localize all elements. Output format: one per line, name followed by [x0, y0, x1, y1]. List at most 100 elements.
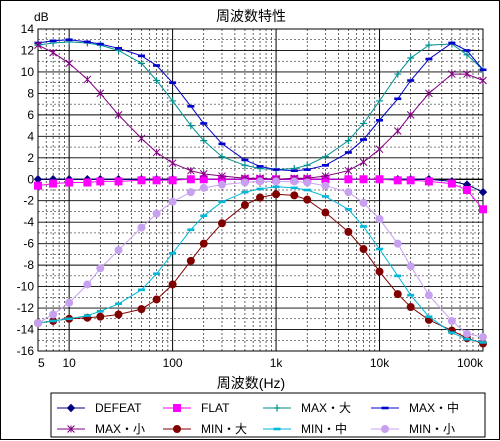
data-point — [34, 41, 42, 49]
data-point — [463, 49, 471, 52]
data-point — [137, 288, 145, 292]
legend-swatch-marker — [381, 406, 389, 410]
chart-title: 周波数特性 — [216, 8, 286, 24]
data-point — [407, 293, 415, 297]
legend-box — [50, 392, 486, 438]
data-point — [393, 127, 402, 135]
data-point — [376, 247, 384, 251]
data-point — [359, 245, 368, 254]
data-point — [200, 214, 208, 218]
legend-swatch-marker — [173, 425, 181, 433]
data-point — [168, 197, 177, 206]
data-point — [344, 151, 352, 154]
y-axis-label: dB — [34, 10, 49, 24]
y-tick-label: -4 — [23, 215, 34, 229]
data-point — [344, 175, 353, 184]
data-point — [96, 309, 104, 313]
data-point — [462, 329, 471, 338]
data-point — [96, 312, 105, 321]
data-point — [321, 164, 329, 167]
data-point — [462, 186, 471, 194]
data-point — [376, 97, 384, 105]
data-point — [218, 200, 226, 204]
data-point — [187, 104, 195, 108]
legend-item: MAX・大 — [263, 401, 351, 415]
legend-label: MIN・中 — [301, 421, 347, 436]
legend-swatch-marker — [381, 425, 389, 433]
data-point — [218, 172, 226, 180]
data-point — [393, 290, 402, 299]
data-point — [152, 148, 161, 157]
data-point — [290, 186, 298, 190]
data-point — [321, 181, 330, 190]
data-point — [114, 310, 123, 319]
data-point — [199, 239, 208, 248]
data-point — [83, 40, 91, 44]
data-point — [240, 178, 249, 187]
data-point — [218, 142, 226, 146]
data-point — [479, 68, 487, 72]
legend: DEFEAT FLAT MAX・大 MAX・中 MAX・小 MIN・大 MIN・中 MIN・小 — [50, 392, 486, 438]
data-point — [272, 190, 281, 199]
data-point — [49, 179, 58, 188]
data-point — [376, 118, 384, 122]
legend-item: MAX・中 — [371, 400, 459, 415]
data-point — [479, 341, 487, 344]
y-tick-label: 14 — [21, 22, 35, 36]
legend-item: MIN・小 — [371, 422, 455, 436]
y-tick-label: 2 — [27, 151, 34, 165]
data-point — [360, 138, 368, 141]
y-tick-label: -2 — [23, 194, 34, 208]
data-point — [49, 319, 57, 323]
data-point — [241, 158, 249, 162]
y-tick-label: 4 — [27, 129, 34, 143]
legend-swatch-marker — [67, 425, 75, 433]
legend-swatch-marker — [173, 404, 181, 412]
y-tick-label: 12 — [21, 43, 35, 57]
data-point — [114, 177, 123, 186]
data-point — [479, 333, 487, 342]
data-point — [303, 161, 311, 169]
data-point — [153, 64, 161, 67]
data-point — [153, 272, 161, 276]
legend-item: MIN・中 — [263, 421, 347, 436]
data-point — [344, 137, 352, 145]
data-point — [256, 193, 265, 202]
series-8 — [34, 177, 487, 342]
y-tick-label: -6 — [23, 237, 34, 251]
data-point — [272, 168, 280, 171]
x-tick-label: 100k — [457, 356, 484, 370]
data-point — [303, 168, 311, 171]
x-tick-label: 10k — [370, 356, 390, 370]
data-point — [49, 310, 58, 319]
y-tick-label: -8 — [23, 258, 34, 272]
data-point — [34, 181, 42, 190]
data-point — [241, 161, 249, 169]
data-point — [137, 134, 146, 143]
legend-label: MAX・大 — [301, 401, 351, 415]
legend-label: DEFEAT — [95, 401, 142, 415]
data-point — [169, 81, 177, 84]
data-point — [114, 111, 123, 119]
data-point — [321, 208, 330, 217]
data-point — [83, 75, 92, 84]
data-point — [96, 42, 104, 46]
data-point — [321, 153, 329, 161]
data-point — [217, 180, 226, 189]
data-point — [407, 79, 415, 82]
data-point — [115, 47, 123, 50]
y-tick-label: 0 — [27, 172, 34, 186]
y-tick-label: -14 — [17, 323, 35, 337]
legend-item: FLAT — [163, 401, 230, 415]
data-point — [321, 195, 329, 198]
data-point — [83, 280, 92, 289]
data-point — [199, 183, 208, 192]
data-point — [272, 177, 281, 186]
data-point — [424, 177, 433, 186]
data-point — [272, 185, 280, 189]
data-point — [96, 177, 105, 186]
legend-swatch-marker — [273, 427, 281, 431]
data-point — [425, 89, 433, 98]
